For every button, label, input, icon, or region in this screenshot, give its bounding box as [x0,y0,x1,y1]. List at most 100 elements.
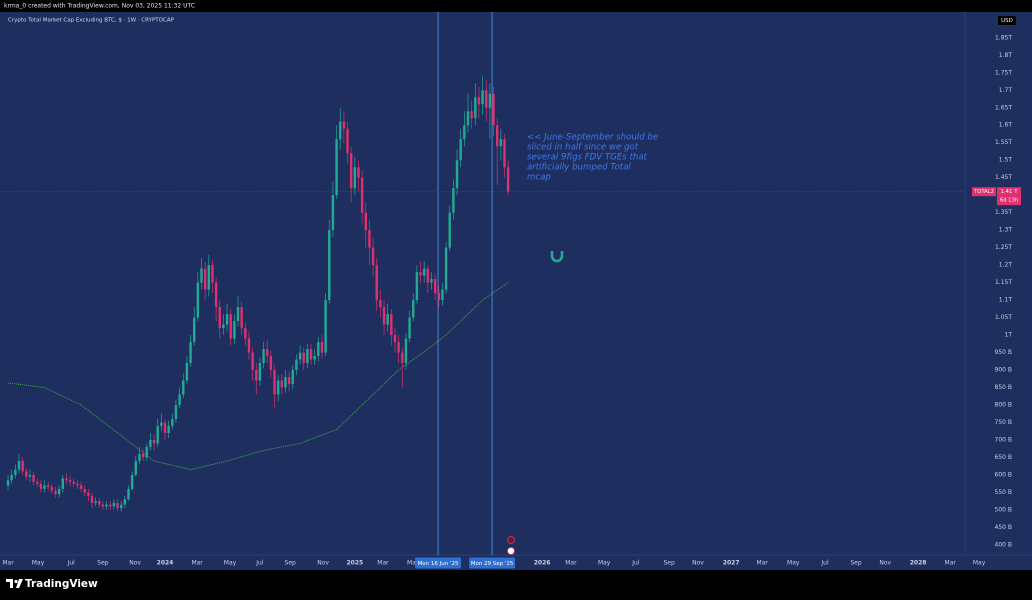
candle-body [477,97,481,105]
candle-body [317,342,320,357]
candle-body [152,439,156,444]
candle-body [79,485,83,489]
candle-body [262,349,265,364]
candle-body [90,495,94,503]
candle-body [313,356,316,360]
y-tick-label: 850 B [995,384,1012,391]
candle-body [328,230,331,301]
candle-body [455,160,459,189]
candle-body [390,314,393,336]
y-tick-label: 1T [1005,332,1013,339]
candle-body [495,125,499,147]
y-tick-label: 1.55T [995,139,1012,146]
candle-body [207,265,211,290]
candle-body [50,487,54,491]
candle-body [371,247,375,266]
candle-body [171,418,174,426]
x-tick-label: 2025 [346,560,363,567]
x-tick-label: May [973,560,986,567]
x-tick-label: Sep [850,560,862,567]
candle-body [32,474,35,482]
candle-body [342,121,346,129]
y-tick-label: 400 B [995,541,1012,548]
candle-body [14,469,17,475]
candle-body [28,474,32,477]
candle-body [298,352,302,360]
candle-body [83,488,86,493]
candle-body [408,317,411,339]
candle-body [295,359,298,371]
candle-body [160,422,163,426]
candle-body [167,425,170,433]
candle-body [346,128,349,154]
y-tick-label: 950 B [995,349,1012,356]
candle-body [382,307,386,325]
candle-body [87,492,90,496]
x-tick-label: May [598,560,611,567]
y-tick-label: 1.7T [999,87,1013,94]
price-tag-countdown: 6d 13h [1000,198,1018,204]
candle-body [419,272,422,276]
x-tick-label: Sep [663,560,675,567]
candle-body [335,139,338,196]
candle-body [287,377,291,385]
candle-body [276,380,280,395]
candle-body [284,377,287,388]
candle-body [200,268,203,283]
candle-body [320,342,324,353]
candle-body [291,370,294,385]
brand-logo [6,579,23,588]
event-icon[interactable] [507,536,515,544]
candle-body [459,139,462,161]
candle-body [65,478,68,481]
candle-body [36,481,39,484]
y-tick-label: 1.3T [999,227,1013,234]
marker-label-box [415,557,462,569]
x-tick-label: Jul [67,560,76,567]
candle-body [397,342,400,353]
candle-body [145,446,148,458]
candle-body [426,268,430,283]
candle-body [269,356,273,371]
candle-body [214,282,218,308]
x-tick-label: 2024 [157,560,174,567]
candle-body [452,188,455,213]
candle-body [503,139,506,168]
candle-body [109,504,112,507]
y-tick-label: 900 B [995,367,1012,374]
candle-body [324,300,327,353]
candle-body [258,363,262,381]
candle-body [174,404,178,419]
candle-body [116,502,119,509]
candle-body [17,460,21,470]
currency[interactable]: USD [1001,18,1013,24]
candle-body [368,230,371,248]
candle-body [54,490,57,495]
y-tick-label: 1.75T [995,69,1012,76]
event-icon[interactable] [507,547,515,555]
magnet-icon[interactable] [550,251,564,263]
currency-box[interactable] [998,16,1016,25]
credit: krma_0 created with TradingView.com, Nov… [4,3,195,10]
candle-body [72,481,75,484]
candle-body [123,499,127,505]
candle-body [141,453,145,458]
candle-body [222,324,225,329]
y-tick-label: 700 B [995,436,1012,443]
x-tick-label: Mar [191,560,203,567]
candle-body [25,471,28,477]
candle-body [255,370,258,381]
candle-body [57,488,61,495]
candle-body [485,90,488,108]
candle-body [437,293,440,301]
candle-body [240,307,243,329]
chart-area [0,12,1032,570]
x-tick-label: Mar [377,560,389,567]
y-tick-label: 1.15T [995,279,1012,286]
y-tick-label: 1.85T [995,34,1012,41]
candle-body [364,212,367,231]
x-tick-label: Mar [757,560,769,567]
candle-body [251,352,254,371]
candle-body [193,317,196,343]
